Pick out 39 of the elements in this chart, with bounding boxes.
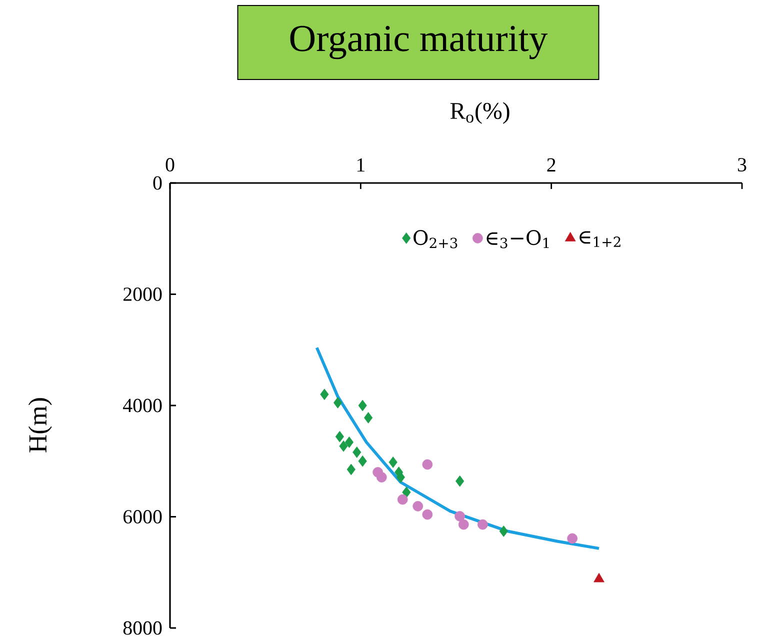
point xyxy=(499,526,508,537)
point xyxy=(339,440,348,452)
legend-label: ∈$_{3}$−O$_{1}$ xyxy=(486,230,549,248)
point xyxy=(458,519,469,530)
x-tick-label: 1 xyxy=(357,158,364,172)
point xyxy=(346,464,356,476)
chart-title: Organic maturity xyxy=(290,26,548,60)
point xyxy=(352,446,362,458)
y-tick-label: 4000 xyxy=(123,398,162,412)
point xyxy=(388,456,398,468)
x-tick-label: 3 xyxy=(738,158,746,172)
point xyxy=(454,511,465,522)
legend-label: O$_{2+3}$ xyxy=(414,230,458,248)
point xyxy=(397,494,408,505)
y-tick-label: 6000 xyxy=(123,510,162,524)
point xyxy=(567,533,578,544)
point xyxy=(358,455,367,467)
point xyxy=(358,400,367,412)
point xyxy=(320,388,329,400)
x-axis-title: R$_{o}$(%) xyxy=(450,102,510,124)
point xyxy=(422,509,433,520)
point xyxy=(344,436,354,448)
x-tick-label: 0 xyxy=(166,158,174,172)
point xyxy=(456,475,464,487)
point xyxy=(333,397,342,408)
point xyxy=(335,430,344,442)
legend-label: ∈$_{1+2}$ xyxy=(580,231,620,247)
point xyxy=(478,519,488,530)
point xyxy=(594,572,604,582)
y-tick-label: 2000 xyxy=(124,288,162,301)
y-tick-label: 0 xyxy=(153,176,162,190)
point xyxy=(422,459,433,470)
point xyxy=(364,412,373,424)
line-series xyxy=(315,346,600,550)
point xyxy=(376,472,387,482)
y-axis-title: H(m) xyxy=(28,398,52,452)
point xyxy=(412,501,424,512)
y-tick-label: 8000 xyxy=(123,621,162,635)
x-tick-label: 2 xyxy=(547,158,556,172)
